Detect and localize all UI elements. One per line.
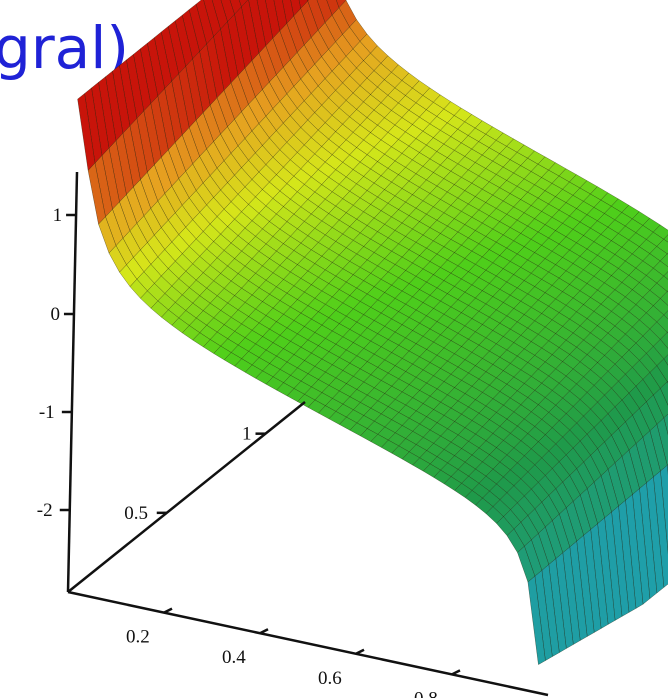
surface-facet <box>527 575 546 666</box>
z-tick-label: -2 <box>37 500 53 521</box>
page-title: gral) <box>0 14 129 82</box>
surface-facet <box>238 0 249 8</box>
x-tick-mark <box>355 648 365 655</box>
z-tick-label: -1 <box>39 402 55 423</box>
x-tick-mark <box>163 607 173 614</box>
y-axis-line <box>67 401 306 593</box>
surface-facet <box>663 354 668 366</box>
plot-axes: 1 0 -1 -2 0.5 1 0.2 0.4 0.6 0.8 <box>37 171 549 698</box>
surface-facet <box>663 271 668 280</box>
x-tick-label: 0.4 <box>222 647 246 668</box>
x-tick-label: 0.6 <box>318 668 342 689</box>
surface-facet <box>663 310 668 320</box>
x-tick-mark <box>259 628 269 635</box>
z-tick-label: 0 <box>50 304 60 325</box>
y-tick-label: 1 <box>242 424 252 445</box>
x-tick-label: 0.2 <box>126 627 150 648</box>
z-axis-line <box>66 171 79 593</box>
x-axis-line <box>67 590 549 697</box>
z-tick-label: 1 <box>53 205 63 226</box>
x-tick-mark <box>451 669 461 676</box>
y-tick-label: 0.5 <box>124 503 148 524</box>
x-tick-label: 0.8 <box>414 688 438 698</box>
surface-mesh <box>77 0 668 666</box>
surface-facet <box>663 234 668 243</box>
